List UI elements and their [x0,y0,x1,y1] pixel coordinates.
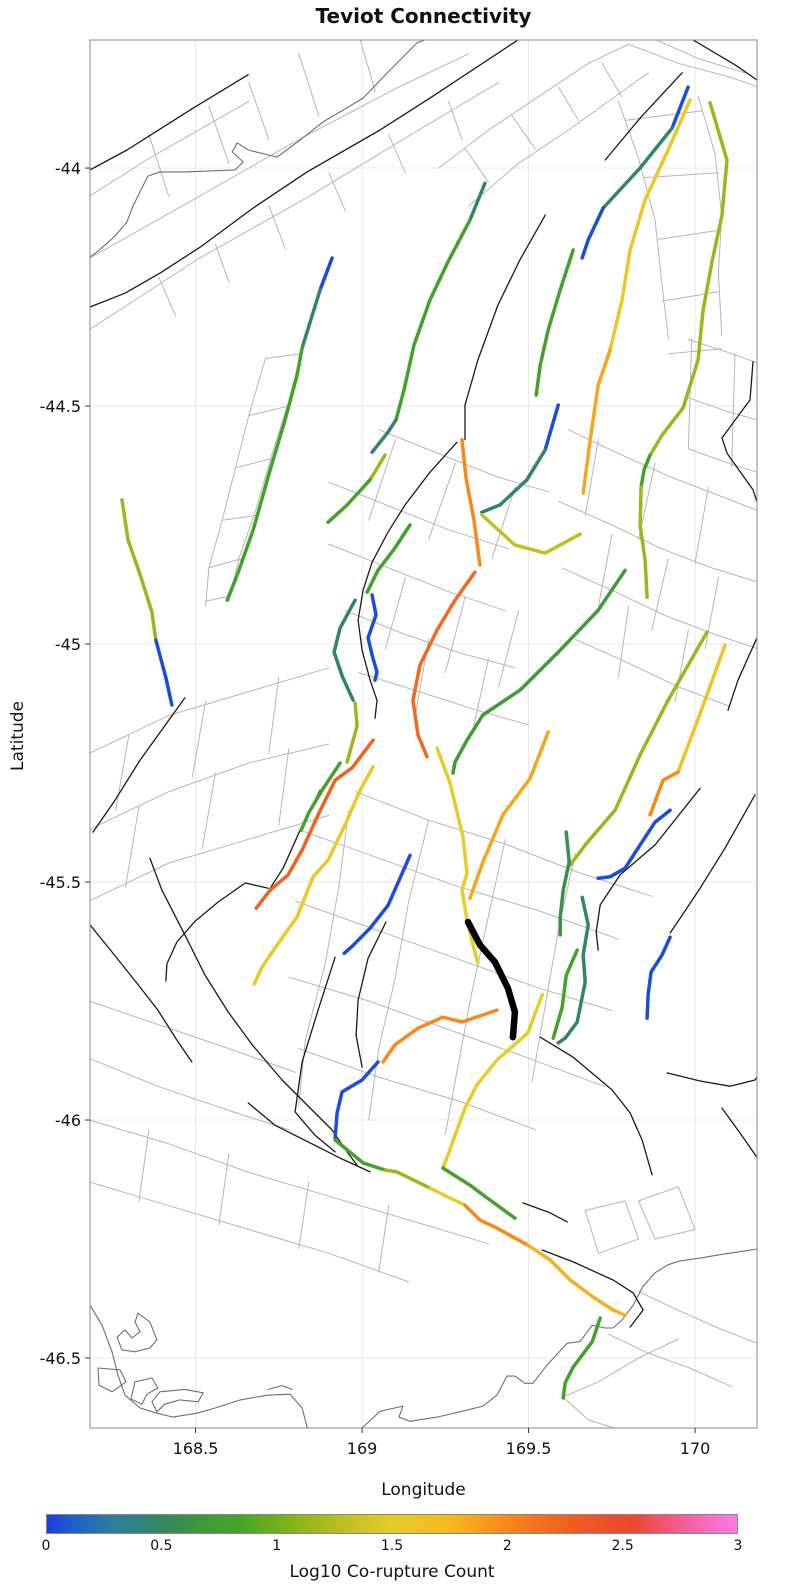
rupture-trace [534,248,575,397]
rupture-trace [581,348,612,495]
colorbar-tick-label: 2 [502,1538,512,1554]
x-tick-label: 169.5 [506,1439,552,1458]
rupture-trace [556,895,590,1045]
colorbar-tick-label: 3 [733,1538,743,1554]
colorbar-tick-label: 1.5 [380,1538,404,1554]
rupture-trace [366,593,379,682]
rupture-trace [648,101,729,457]
rupture-trace [468,730,550,900]
rupture-trace [551,948,579,1040]
x-tick-label: 169 [347,1439,378,1458]
major-faults [90,40,757,1328]
x-tick-label: 170 [680,1439,711,1458]
plot-border [89,39,758,1429]
rupture-trace [342,853,412,956]
colorbar-tick-label: 1 [272,1538,282,1554]
rupture-trace [120,498,158,642]
rupture-trace [638,485,649,600]
rupture-trace [451,568,627,775]
rupture-trace [480,513,582,555]
rupture-trace [411,570,477,759]
rupture-trace [441,1166,517,1220]
colorbar-label: Log10 Co-rupture Count [289,1562,495,1582]
target-fault-trace [464,918,519,1041]
x-tick-label: 168.5 [173,1439,219,1458]
rupture-trace [670,85,690,130]
y-axis-label: Latitude [8,701,28,771]
rupture-trace [435,746,480,965]
chart-title: Teviot Connectivity [315,4,532,28]
y-tick-label: -44 [55,159,81,178]
y-tick-label: -46 [55,1111,81,1130]
colorbar-tick-label: 0.5 [150,1538,173,1554]
rupture-trace [601,126,674,210]
rupture-trace [394,218,472,422]
rupture-trace [526,1243,627,1317]
rupture-trace [480,448,547,514]
rupture-trace [333,1060,380,1140]
rupture-trace [326,478,372,524]
colorbar-ticks: 0 0.5 1 1.5 2 2.5 3 [0,1538,800,1558]
y-tick-label: -45.5 [40,873,81,892]
rupture-trace [225,346,304,602]
map-content [90,40,757,1428]
rupture-trace [608,98,692,352]
rupture-trace [368,453,387,482]
rupture-trace [299,761,342,832]
rupture-trace [561,1316,602,1400]
rupture-trace [580,206,605,260]
background-fault-network [90,40,757,1428]
rupture-trace [154,638,174,707]
rupture-trace [558,830,571,937]
rupture-trace [383,1168,432,1190]
map-gridlines [90,40,757,1428]
rupture-trace [676,643,727,774]
rupture-trace [543,403,560,452]
rupture-trace [463,1203,530,1247]
rupture-traces [120,85,729,1400]
rupture-trace [645,935,672,1020]
axis-ticks: 168.5 169 169.5 170 -44 -44.5 -45 -45.5 -46 -46.5 [40,159,711,1458]
colorbar-tick-label: 0 [41,1538,51,1554]
colorbar-tick-label: 2.5 [611,1538,634,1554]
rupture-trace [648,770,680,817]
rupture-trace [254,738,375,910]
colorbar [46,1514,738,1534]
x-axis-label: Longitude [381,1480,466,1500]
y-tick-label: -44.5 [40,397,81,416]
rupture-trace [441,993,544,1170]
rupture-trace [332,598,357,702]
rupture-trace [381,1008,499,1064]
rupture-trace [596,808,672,880]
rupture-trace [300,288,322,350]
y-tick-label: -46.5 [40,1349,81,1368]
rupture-trace [318,256,334,292]
rupture-trace [345,701,359,764]
rupture-trace [428,1186,467,1207]
rupture-trace [365,523,412,594]
rupture-trace [252,765,375,986]
rupture-trace [333,1138,387,1172]
rupture-trace [639,453,652,489]
rupture-trace [460,438,482,567]
rupture-trace [568,630,709,867]
rupture-trace [370,418,398,454]
y-tick-label: -45 [55,635,81,654]
rupture-trace [468,181,487,222]
